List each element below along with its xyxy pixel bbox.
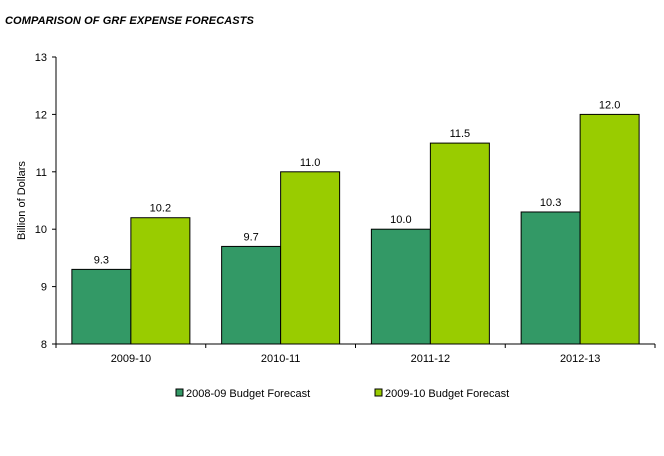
bar bbox=[370, 228, 431, 345]
chart-bars bbox=[71, 113, 640, 345]
data-label: 10.3 bbox=[540, 197, 561, 209]
data-label: 12.0 bbox=[599, 99, 620, 111]
data-label: 10.0 bbox=[390, 214, 411, 226]
bar bbox=[429, 142, 490, 345]
y-tick-label: 8 bbox=[41, 339, 47, 351]
bar bbox=[280, 171, 341, 345]
bar bbox=[71, 268, 132, 345]
y-tick-label: 10 bbox=[35, 224, 47, 236]
chart-legend: 2008-09 Budget Forecast 2009-10 Budget Fo… bbox=[175, 388, 509, 400]
y-tick-label: 9 bbox=[41, 282, 47, 294]
bar bbox=[579, 113, 640, 345]
data-label: 9.7 bbox=[243, 231, 258, 243]
bar bbox=[221, 245, 282, 345]
bar bbox=[130, 217, 191, 345]
y-tick-label: 11 bbox=[36, 167, 47, 179]
chart-axes: 8 9 10 11 12 13 Billion of Dollars 2009-10 2010-… bbox=[16, 52, 656, 365]
data-label: 9.3 bbox=[94, 254, 109, 266]
x-tick-label: 2012-13 bbox=[560, 353, 600, 365]
legend-label: 2009-10 Budget Forecast bbox=[385, 388, 509, 400]
bar bbox=[520, 211, 581, 345]
data-label: 11.5 bbox=[450, 128, 471, 140]
legend-swatch bbox=[175, 388, 184, 397]
legend-swatch bbox=[374, 388, 383, 397]
chart-title: COMPARISON OF GRF EXPENSE FORECASTS bbox=[5, 15, 254, 27]
y-tick-label: 13 bbox=[35, 52, 47, 64]
data-label: 11.0 bbox=[300, 157, 321, 169]
y-axis-title: Billion of Dollars bbox=[16, 161, 28, 240]
x-tick-label: 2009-10 bbox=[111, 353, 151, 365]
x-tick-label: 2010-11 bbox=[261, 353, 301, 365]
x-tick-label: 2011-12 bbox=[411, 353, 451, 365]
legend-label: 2008-09 Budget Forecast bbox=[186, 388, 310, 400]
y-tick-label: 12 bbox=[35, 109, 47, 121]
chart-data-labels: 9.3 10.2 9.7 11.0 10.0 11.5 10.3 12.0 bbox=[94, 99, 621, 266]
data-label: 10.2 bbox=[150, 203, 171, 215]
